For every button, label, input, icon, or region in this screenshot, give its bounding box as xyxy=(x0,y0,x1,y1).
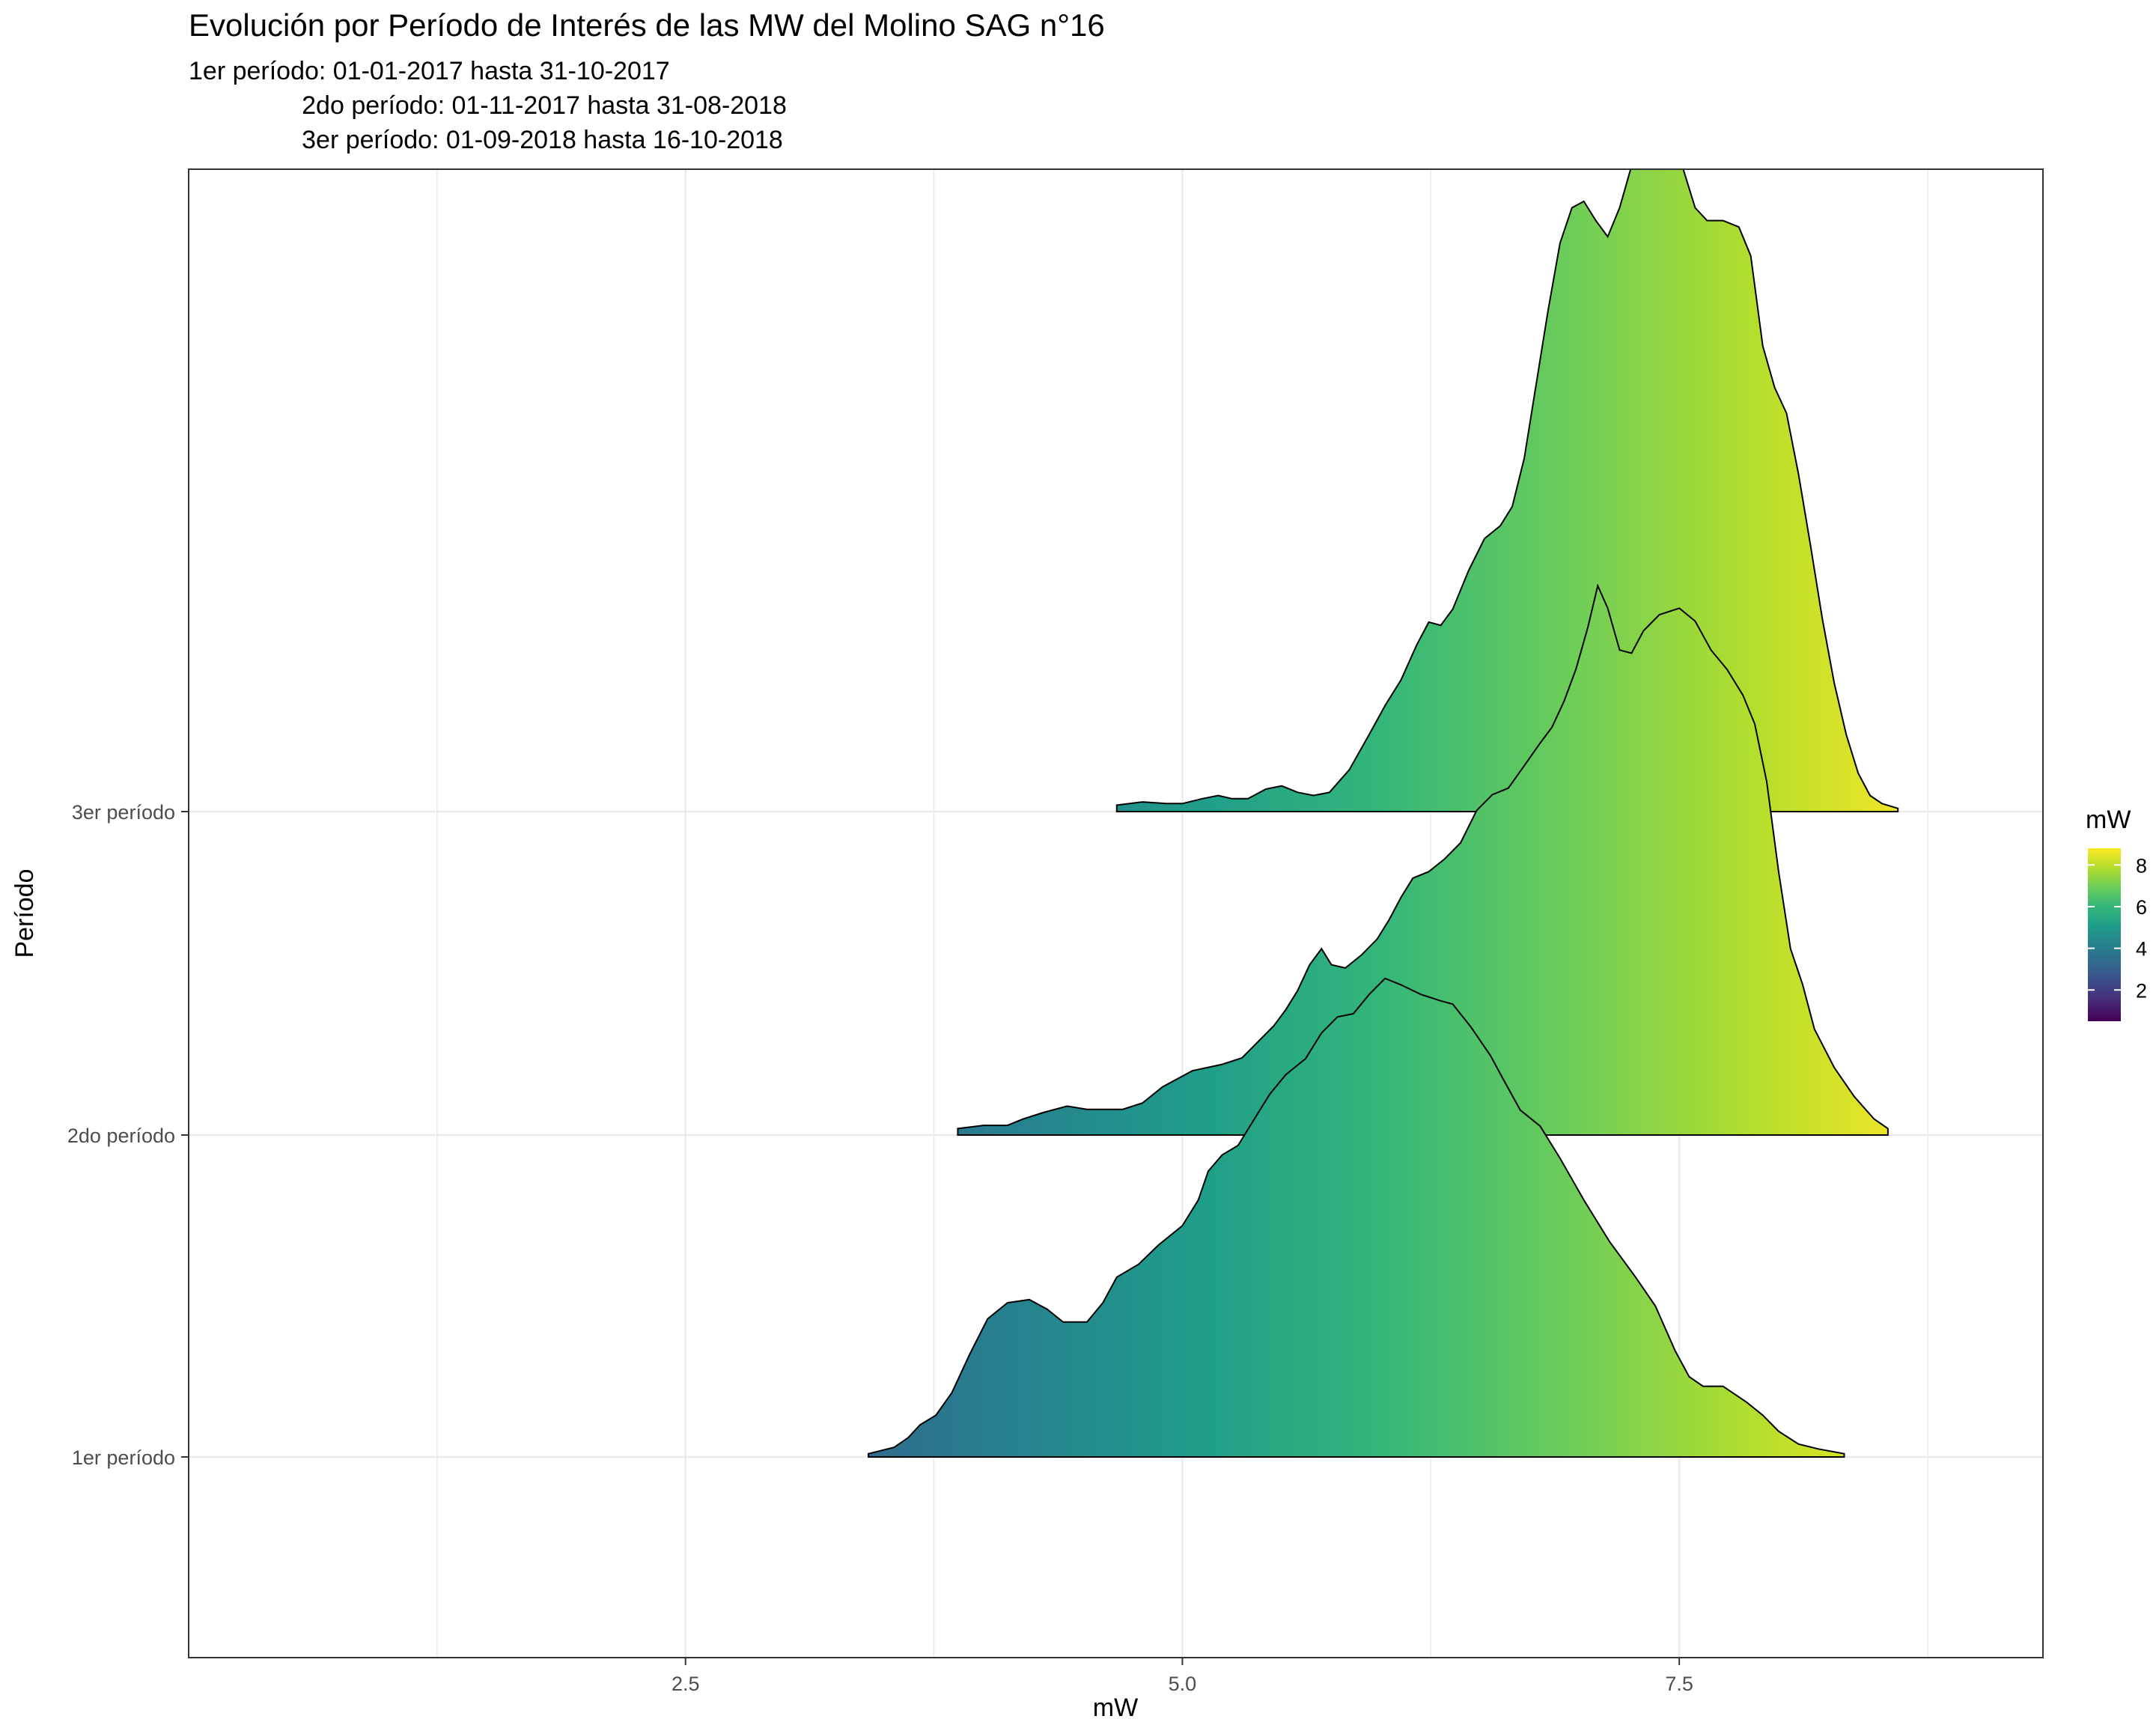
y-axis: 1er período 2do período 3er período xyxy=(67,801,189,1469)
chart-subtitle: 1er período: 01-01-2017 hasta 31-10-2017… xyxy=(189,57,787,154)
legend-title: mW xyxy=(2086,806,2131,834)
legend-ticks: 2 4 6 8 xyxy=(2088,854,2147,1002)
density-outline-2 xyxy=(957,583,1889,1136)
y-tick-label: 2do período xyxy=(67,1125,175,1147)
panel-border xyxy=(188,168,2044,1658)
legend-tick-label: 6 xyxy=(2136,896,2147,919)
legend-tick-label: 4 xyxy=(2136,938,2147,961)
x-tick-label: 2.5 xyxy=(672,1673,700,1695)
density-outline-1 xyxy=(868,977,1845,1458)
x-axis: 2.5 5.0 7.5 xyxy=(672,1658,1693,1695)
y-tick-label: 1er período xyxy=(72,1446,175,1469)
x-tick-label: 5.0 xyxy=(1169,1673,1197,1695)
legend-tick-label: 2 xyxy=(2136,979,2147,1002)
density-ridges xyxy=(868,169,1899,1458)
density-area-2 xyxy=(957,585,1888,1135)
fill-legend: mW 2 4 6 8 xyxy=(2086,806,2147,1021)
y-tick-label: 3er período xyxy=(72,801,175,824)
chart-title: Evolución por Período de Interés de las … xyxy=(189,7,1105,43)
legend-tick-label: 8 xyxy=(2136,854,2147,877)
y-axis-title: Período xyxy=(10,868,39,958)
density-outline-3 xyxy=(1115,169,1899,812)
x-axis-title: mW xyxy=(1093,1694,1138,1722)
x-tick-label: 7.5 xyxy=(1665,1673,1693,1695)
density-area-1 xyxy=(868,978,1845,1457)
legend-colorbar xyxy=(2088,848,2121,1021)
